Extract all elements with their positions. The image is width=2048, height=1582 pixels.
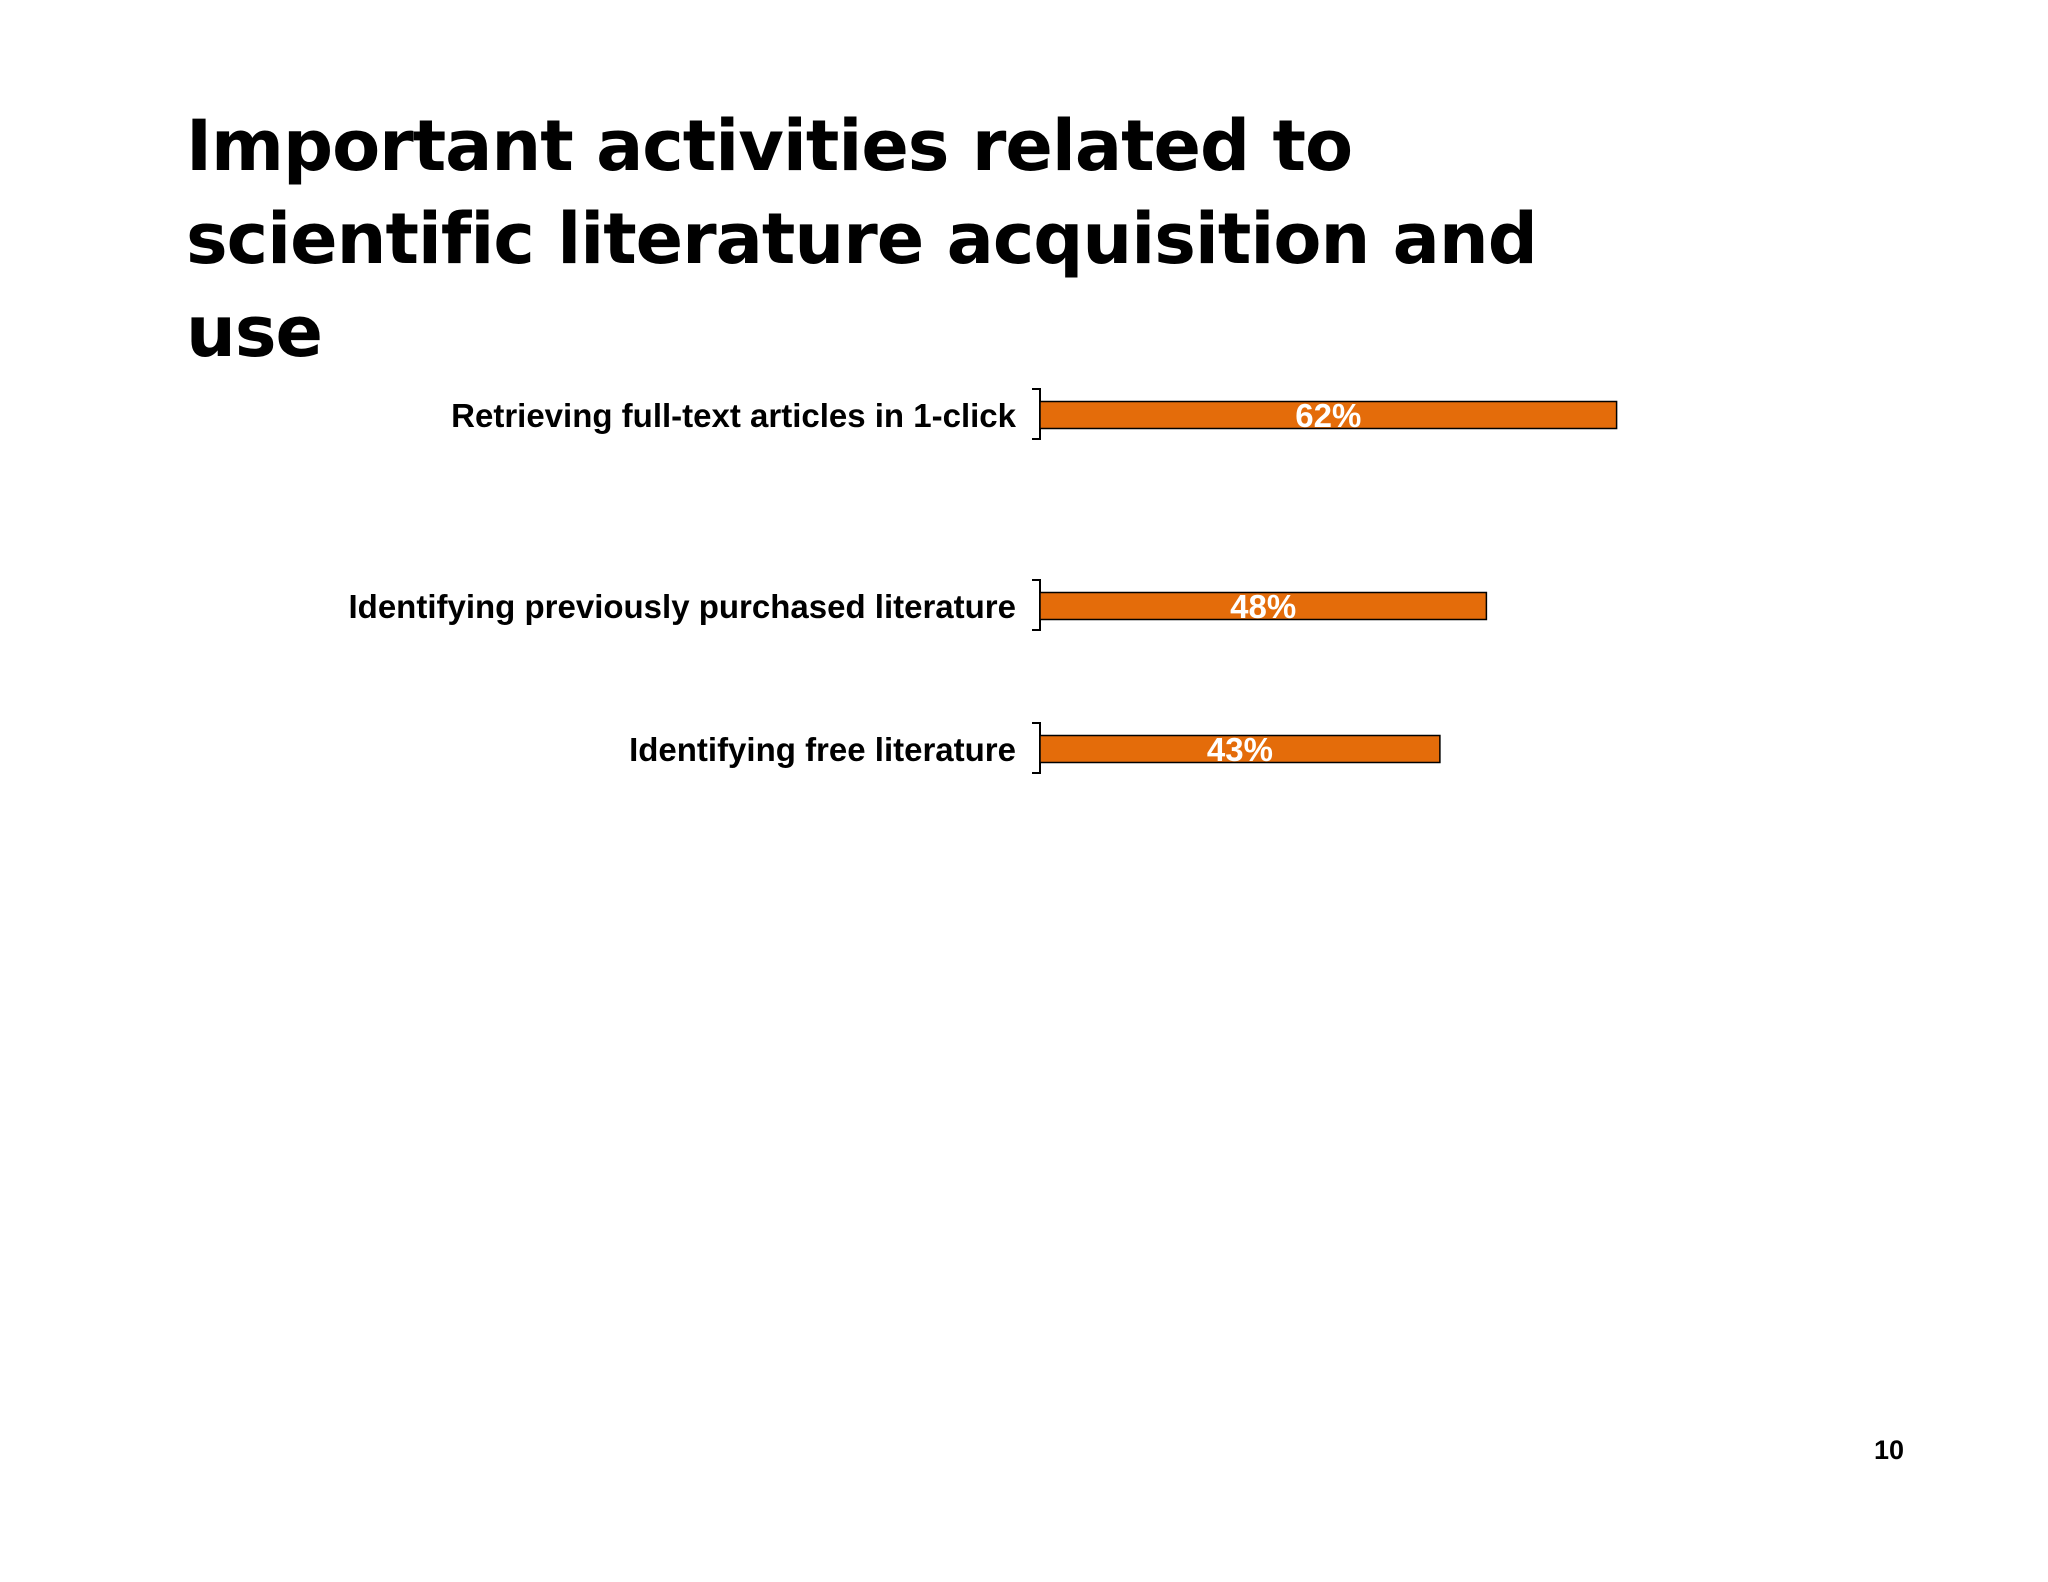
slide-title: Important activities related to scientif… <box>186 105 1538 373</box>
category-label: Identifying previously purchased literat… <box>349 588 1017 625</box>
bar-value-label: 48% <box>1230 588 1296 625</box>
bar <box>1039 591 1488 621</box>
bar-value-label: 62% <box>1295 397 1361 434</box>
bar <box>1039 400 1618 430</box>
bar <box>1039 734 1441 764</box>
bar-value-label: 43% <box>1207 731 1273 768</box>
category-label: Retrieving full-text articles in 1-click <box>451 397 1016 434</box>
category-label: Identifying free literature <box>629 731 1016 768</box>
axis-tick-bracket <box>1032 579 1041 631</box>
axis-tick-bracket <box>1032 388 1041 440</box>
axis-tick-bracket <box>1032 722 1041 774</box>
page-number: 10 <box>1874 1435 1905 1465</box>
